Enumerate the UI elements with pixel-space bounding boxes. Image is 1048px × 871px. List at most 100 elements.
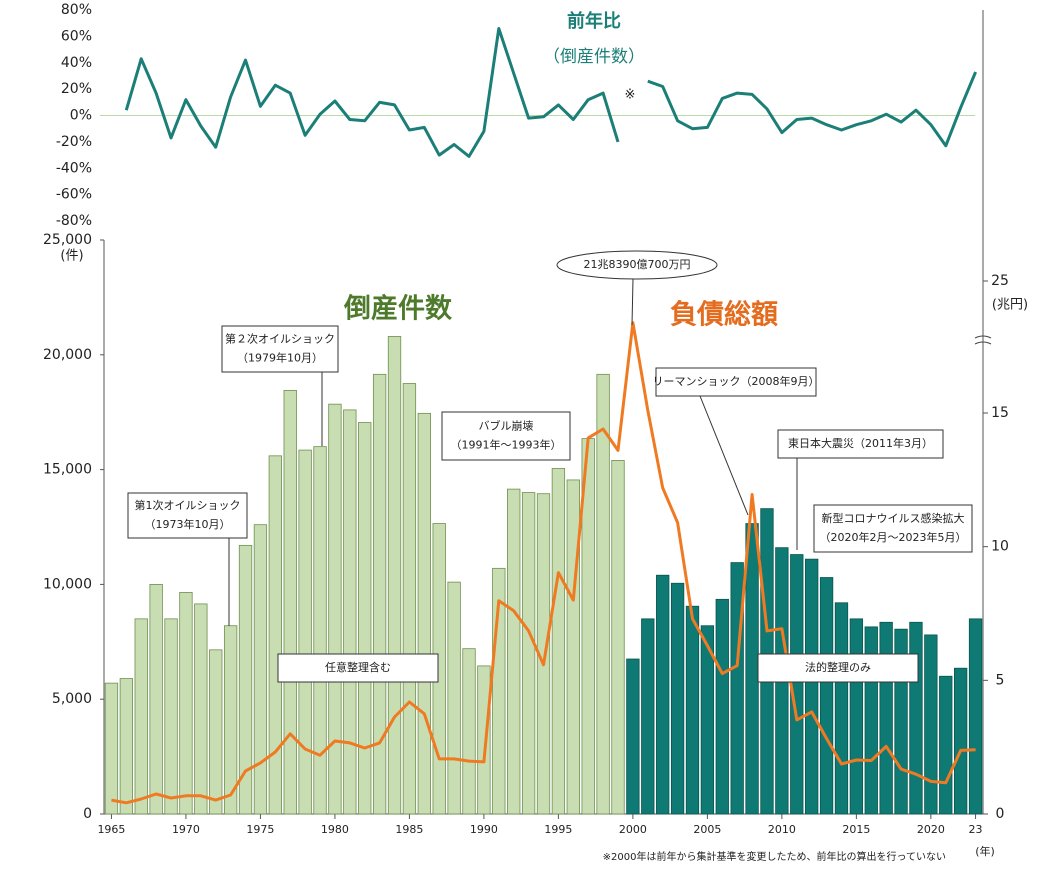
y-tick-label: 10,000 bbox=[43, 576, 92, 592]
bar bbox=[477, 665, 491, 815]
bar bbox=[119, 678, 134, 815]
annotation-box bbox=[221, 325, 339, 373]
bar bbox=[953, 667, 968, 815]
bar bbox=[387, 336, 402, 815]
yoy-tick-label: 40% bbox=[61, 55, 92, 71]
y2-tick-label: 0 bbox=[996, 806, 1005, 822]
bar bbox=[909, 621, 923, 815]
bar bbox=[670, 582, 685, 815]
x-tick-label: 2010 bbox=[768, 823, 796, 836]
y2-tick-label: 5 bbox=[996, 672, 1005, 688]
annotation-text: 新型コロナウイルス感染拡大 bbox=[822, 511, 965, 525]
bar bbox=[849, 618, 864, 815]
footnote: ※2000年は前年から集計基準を変更したため、前年比の算出を行っていない bbox=[603, 850, 946, 863]
bar bbox=[611, 460, 625, 815]
x-tick-label: 23 bbox=[969, 823, 983, 836]
yoy-tick-label: 80% bbox=[61, 2, 92, 18]
annotation-box bbox=[277, 653, 439, 683]
count-label: 倒産件数 bbox=[343, 293, 453, 325]
bar bbox=[551, 468, 566, 815]
bar bbox=[358, 422, 372, 815]
annotation-text: 第1次オイルショック bbox=[135, 498, 241, 512]
bar bbox=[924, 634, 938, 815]
bar bbox=[641, 618, 655, 815]
axis-break bbox=[974, 335, 992, 345]
bar bbox=[656, 574, 670, 815]
x-tick-label: 2000 bbox=[619, 823, 647, 836]
annotation-text: 法的整理のみ bbox=[805, 660, 871, 674]
yoy-subtitle: （倒産件数） bbox=[543, 47, 645, 67]
y-tick-label: 5,000 bbox=[52, 691, 92, 707]
annotation-box bbox=[757, 653, 919, 683]
bar bbox=[298, 449, 312, 815]
x-tick-label: 1970 bbox=[172, 823, 200, 836]
bar bbox=[253, 524, 268, 815]
bar bbox=[328, 403, 342, 815]
bar bbox=[715, 598, 729, 815]
annotation-box bbox=[777, 429, 944, 459]
x-tick-label: 1995 bbox=[544, 823, 572, 836]
x-tick-label: 1975 bbox=[246, 823, 274, 836]
y2-unit: (兆円) bbox=[992, 298, 1028, 313]
bar bbox=[313, 446, 327, 815]
y2-tick-label: 25 bbox=[991, 273, 1009, 289]
yoy-tick-label: -60% bbox=[56, 187, 92, 203]
bar bbox=[879, 621, 893, 815]
bar bbox=[238, 544, 253, 815]
y2-tick-label: 10 bbox=[991, 539, 1009, 555]
y-tick-label: 25,000 bbox=[43, 232, 92, 248]
bar bbox=[566, 479, 580, 815]
yoy-tick-label: 60% bbox=[61, 28, 92, 44]
annotation-text: 第２次オイルショック bbox=[225, 332, 335, 346]
x-tick-label: 2015 bbox=[842, 823, 870, 836]
annotation-text: 21兆8390億700万円 bbox=[584, 258, 691, 271]
annotation-ellipse bbox=[556, 250, 718, 280]
annotation-text: 東日本大震災（2011年3月） bbox=[788, 436, 933, 450]
x-tick-label: 1965 bbox=[97, 823, 125, 836]
leader-line bbox=[699, 395, 749, 516]
annotation-text: （1973年10月） bbox=[145, 517, 231, 531]
bar bbox=[700, 625, 715, 815]
annotation-box bbox=[813, 504, 973, 553]
annotation-text: バブル崩壊 bbox=[479, 419, 534, 433]
bar bbox=[209, 649, 223, 815]
bar bbox=[805, 558, 819, 815]
bar bbox=[223, 625, 238, 815]
x-tick-label: 2005 bbox=[693, 823, 721, 836]
bar bbox=[149, 584, 163, 815]
annotation-text: 任意整理含む bbox=[325, 660, 391, 674]
annotation-text: （1979年10月） bbox=[237, 351, 323, 365]
bar bbox=[685, 605, 700, 815]
note-mark: ※ bbox=[625, 88, 636, 103]
bar bbox=[164, 618, 178, 815]
y-unit: (件) bbox=[60, 249, 83, 264]
yoy-tick-label: 20% bbox=[61, 81, 92, 97]
bar bbox=[626, 658, 640, 815]
y-tick-label: 15,000 bbox=[43, 462, 92, 478]
bar bbox=[417, 412, 431, 815]
y2-tick-label: 15 bbox=[991, 405, 1009, 421]
bar bbox=[447, 581, 461, 815]
bar bbox=[745, 523, 759, 815]
bar bbox=[283, 389, 297, 815]
y-tick-label: 20,000 bbox=[43, 347, 92, 363]
bar bbox=[268, 455, 282, 815]
bar bbox=[507, 488, 521, 815]
y-tick-label: 0 bbox=[83, 806, 92, 822]
bar bbox=[194, 603, 208, 815]
bar bbox=[402, 383, 417, 815]
x-unit: (年) bbox=[975, 844, 995, 858]
bar bbox=[343, 409, 357, 815]
annotation-box bbox=[441, 411, 571, 461]
x-tick-label: 1980 bbox=[321, 823, 349, 836]
annotation-text: （1991年～1993年） bbox=[451, 438, 562, 452]
bar bbox=[372, 373, 387, 815]
yoy-tick-label: -40% bbox=[56, 160, 92, 176]
bar bbox=[968, 618, 983, 815]
annotation-text: （2020年2月～2023年5月） bbox=[820, 530, 967, 544]
leader-line bbox=[631, 278, 634, 326]
bar bbox=[834, 602, 849, 815]
bar bbox=[521, 492, 536, 815]
x-tick-label: 1985 bbox=[395, 823, 423, 836]
